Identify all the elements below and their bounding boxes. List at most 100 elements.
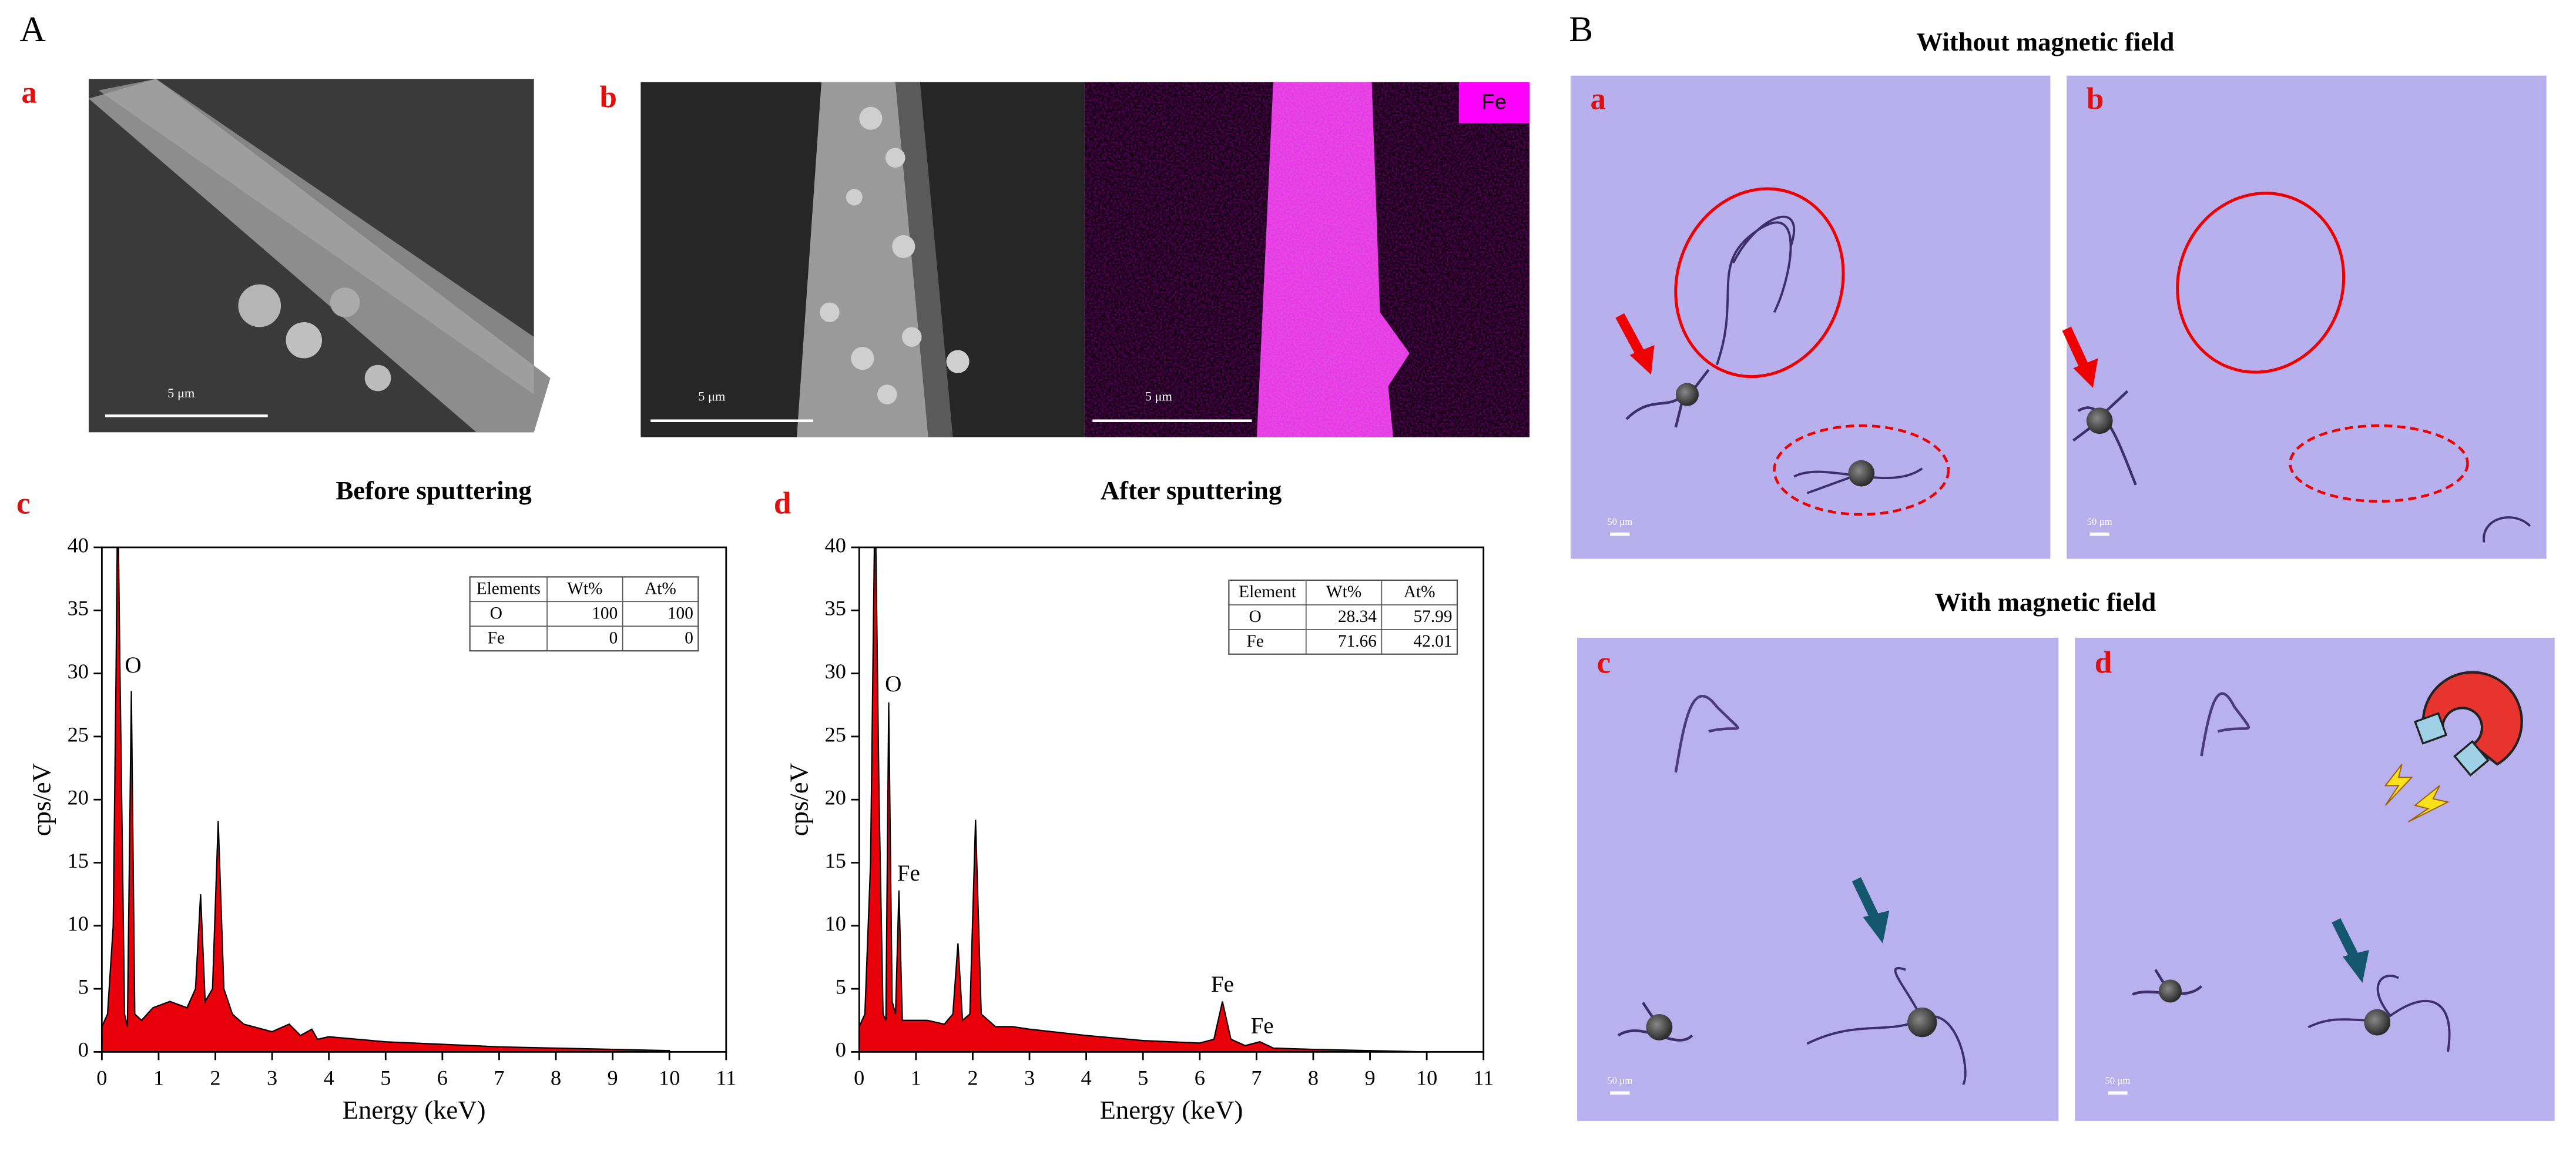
x-tick-label: 2 xyxy=(210,1066,220,1089)
scale-bar-label: 5 μm xyxy=(167,386,195,400)
panel-label: d xyxy=(2095,646,2112,680)
x-tick-label: 2 xyxy=(967,1066,978,1089)
x-tick-label: 3 xyxy=(267,1066,277,1089)
peak-label: Fe xyxy=(1250,1013,1273,1039)
x-axis-title: Energy (keV) xyxy=(1100,1095,1243,1125)
scale-bar-label: 50 μm xyxy=(1607,516,1632,527)
x-tick-label: 0 xyxy=(854,1066,864,1089)
table-cell: 71.66 xyxy=(1338,632,1377,651)
table-cell: 100 xyxy=(668,604,693,623)
panel-label: a xyxy=(1590,82,1606,116)
table-header: Wt% xyxy=(567,579,602,598)
table-header: Element xyxy=(1239,583,1296,601)
scale-bar-label: 50 μm xyxy=(2105,1075,2130,1086)
peak-label: O xyxy=(125,653,141,678)
y-tick-label: 15 xyxy=(68,849,89,872)
x-tick-label: 4 xyxy=(1081,1066,1092,1089)
table-cell: 57.99 xyxy=(1414,607,1453,626)
x-tick-label: 10 xyxy=(1416,1066,1437,1089)
y-tick-label: 15 xyxy=(825,849,846,872)
table-frame xyxy=(469,576,699,652)
table-cell: 42.01 xyxy=(1414,632,1453,651)
x-tick-label: 5 xyxy=(1138,1066,1148,1089)
table-header: Elements xyxy=(477,579,541,598)
magnet-icon xyxy=(2384,671,2523,822)
x-tick-label: 10 xyxy=(659,1066,680,1089)
sem-image: 5 μm xyxy=(88,79,551,433)
part-label: A xyxy=(20,9,46,49)
panel-label: b xyxy=(2087,82,2104,116)
x-tick-label: 8 xyxy=(551,1066,561,1089)
chart-title: After sputtering xyxy=(1101,476,1282,505)
y-tick-label: 35 xyxy=(825,597,846,620)
x-tick-label: 1 xyxy=(911,1066,921,1089)
table-cell: 100 xyxy=(592,604,618,623)
x-tick-label: 6 xyxy=(1195,1066,1205,1089)
panel-label: b xyxy=(600,81,618,115)
table-cell: Fe xyxy=(488,628,505,647)
panel-label: d xyxy=(774,486,791,520)
y-tick-label: 30 xyxy=(68,660,89,683)
element-table: Element Wt% At% O 28.34 57.99 Fe 71.66 42.01 xyxy=(1228,579,1458,655)
table-cell: O xyxy=(1249,607,1261,626)
y-tick-label: 40 xyxy=(825,533,846,557)
x-tick-label: 0 xyxy=(96,1066,107,1089)
table-header: At% xyxy=(1404,583,1435,601)
scale-bar-label: 5 μm xyxy=(1145,389,1173,404)
chart-title: Before sputtering xyxy=(336,476,531,505)
table-cell: 28.34 xyxy=(1338,607,1377,626)
scale-bar-label: 50 μm xyxy=(1607,1075,1632,1086)
peak-label: Fe xyxy=(1211,972,1234,997)
y-tick-label: 25 xyxy=(68,722,89,746)
x-tick-label: 11 xyxy=(1473,1066,1494,1089)
y-tick-label: 0 xyxy=(836,1038,846,1062)
x-tick-label: 7 xyxy=(1251,1066,1262,1089)
x-tick-label: 6 xyxy=(437,1066,448,1089)
eds-map: Fe 5 μm xyxy=(1084,82,1530,437)
spectrum-area xyxy=(102,547,670,1052)
y-tick-label: 35 xyxy=(68,597,89,620)
x-tick-label: 9 xyxy=(1364,1066,1375,1089)
y-tick-label: 20 xyxy=(825,786,846,809)
y-tick-label: 5 xyxy=(78,975,89,998)
spectrum-area xyxy=(859,547,1427,1052)
x-tick-label: 3 xyxy=(1024,1066,1035,1089)
x-tick-label: 5 xyxy=(380,1066,391,1089)
table-header: Wt% xyxy=(1326,583,1361,601)
element-table: Elements Wt% At% O 100 100 Fe 0 0 xyxy=(469,576,699,652)
part-label: B xyxy=(1569,9,1593,49)
micrograph: 50 μm c xyxy=(1577,637,2059,1121)
table-cell: 0 xyxy=(609,628,618,647)
scale-bar-label: 50 μm xyxy=(2087,516,2112,527)
table-header: At% xyxy=(645,579,676,598)
y-axis-title: cps/eV xyxy=(27,763,56,836)
y-tick-label: 10 xyxy=(68,912,89,935)
peak-label: Fe xyxy=(897,861,920,886)
y-tick-label: 10 xyxy=(825,912,846,935)
y-tick-label: 25 xyxy=(825,722,846,746)
chart: 0 1 2 3 4 5 6 7 8 9 10 11 0 5 10 15 20 25 30 35 40 Energy (ke… xyxy=(16,476,736,1125)
micrograph: 50 μm b xyxy=(2062,75,2547,559)
y-axis-title: cps/eV xyxy=(784,763,814,836)
table-cell: Fe xyxy=(1246,632,1263,651)
table-cell: O xyxy=(490,604,502,623)
panel-label: a xyxy=(21,75,37,109)
scale-bar-label: 5 μm xyxy=(698,389,726,404)
micrograph: 50 μm d xyxy=(2075,637,2555,1121)
panel-label: c xyxy=(1597,646,1611,680)
x-tick-label: 11 xyxy=(716,1066,736,1089)
y-tick-label: 0 xyxy=(78,1038,89,1062)
x-tick-label: 4 xyxy=(324,1066,334,1089)
y-tick-label: 40 xyxy=(68,533,89,557)
x-tick-label: 7 xyxy=(494,1066,504,1089)
chart: 0 1 2 3 4 5 6 7 8 9 10 11 0 5 10 15 20 25 30 35 40 Energy (ke… xyxy=(774,476,1494,1125)
sem-image: 5 μm xyxy=(640,82,1085,437)
panel-label: c xyxy=(16,486,31,520)
y-tick-label: 20 xyxy=(68,786,89,809)
plot-area xyxy=(102,547,670,1052)
x-axis-title: Energy (keV) xyxy=(343,1095,486,1125)
y-tick-label: 30 xyxy=(825,660,846,683)
y-tick-label: 5 xyxy=(836,975,846,998)
